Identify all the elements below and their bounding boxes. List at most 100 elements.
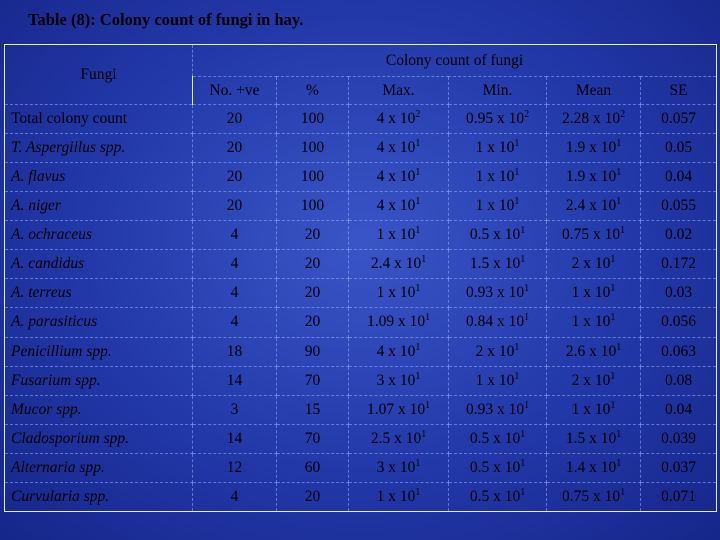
max-cell-exponent: 1	[415, 138, 421, 150]
min-cell: 1 x 101	[448, 133, 547, 164]
max-cell-mantissa: 4 x 10	[376, 139, 416, 157]
min-cell: 0.93 x 101	[448, 394, 547, 425]
min-cell-exponent: 1	[520, 254, 526, 266]
positive-count-cell: 14	[192, 423, 277, 454]
min-cell-mantissa: 0.84 x 10	[465, 313, 525, 331]
min-cell-mantissa: 1.5 x 10	[469, 255, 521, 273]
max-cell: 1.09 x 101	[348, 307, 449, 338]
positive-count-cell: 4	[192, 481, 277, 513]
max-cell-mantissa: 2.5 x 10	[370, 429, 422, 447]
fungus-name-cell: A. niger	[4, 191, 193, 222]
max-cell-exponent: 1	[415, 225, 421, 237]
min-cell-mantissa: 0.5 x 10	[469, 429, 521, 447]
min-cell: 0.84 x 101	[448, 307, 547, 338]
mean-cell-exponent: 1	[616, 167, 622, 179]
se-cell: 0.08	[639, 365, 718, 396]
mean-cell-exponent: 1	[610, 283, 616, 295]
positive-count-cell: 18	[192, 336, 277, 367]
table-row: Mucor spp. 3 15 1.07 x 101 0.93 x 101 1 x 101…	[4, 394, 718, 425]
percent-cell: 60	[276, 452, 349, 483]
fungus-name-cell: A. flavus	[4, 162, 193, 193]
mean-cell: 2 x 101	[546, 249, 641, 280]
min-cell: 1 x 101	[448, 191, 547, 222]
mean-cell-exponent: 1	[610, 254, 616, 266]
mean-cell-mantissa: 2.6 x 10	[565, 342, 617, 360]
mean-cell-mantissa: 1.9 x 10	[565, 139, 617, 157]
column-header-no-positive: No. +ve	[192, 76, 277, 105]
percent-cell: 20	[276, 307, 349, 338]
mean-cell: 1.5 x 101	[546, 423, 641, 454]
positive-count-cell: 4	[192, 220, 277, 251]
positive-count-cell: 14	[192, 365, 277, 396]
fungus-name-cell: A. parasiticus	[4, 307, 193, 338]
colony-count-table: Fungi Colony count of fungi No. +ve % Ma…	[4, 44, 718, 513]
mean-cell-exponent: 2	[620, 109, 626, 121]
min-cell: 1.5 x 101	[448, 249, 547, 280]
mean-cell: 2.28 x 102	[546, 103, 641, 135]
se-cell: 0.071	[639, 481, 718, 513]
max-cell: 1 x 101	[348, 278, 449, 309]
max-cell-exponent: 1	[425, 399, 431, 411]
min-cell-mantissa: 0.5 x 10	[469, 458, 521, 476]
mean-cell-mantissa: 1 x 10	[571, 313, 611, 331]
mean-cell-exponent: 1	[616, 196, 622, 208]
min-cell-exponent: 1	[514, 167, 520, 179]
table-row: A. flavus 20 100 4 x 101 1 x 101 1.9 x 101 0.0…	[4, 162, 718, 193]
table-row: A. candidus 4 20 2.4 x 101 1.5 x 101 2 x 101 0…	[4, 249, 718, 280]
se-cell: 0.057	[639, 103, 718, 135]
min-cell-exponent: 1	[520, 225, 526, 237]
percent-cell: 70	[276, 423, 349, 454]
column-header-mean: Mean	[546, 76, 641, 105]
min-cell: 1 x 101	[448, 365, 547, 396]
mean-cell-exponent: 1	[620, 225, 626, 237]
min-cell: 0.95 x 102	[448, 103, 547, 135]
min-cell: 0.5 x 101	[448, 481, 547, 513]
column-header-max: Max.	[348, 76, 449, 105]
positive-count-cell: 4	[192, 249, 277, 280]
mean-cell-mantissa: 1.9 x 10	[565, 168, 617, 186]
min-cell-exponent: 1	[514, 196, 520, 208]
positive-count-cell: 20	[192, 162, 277, 193]
mean-cell-exponent: 1	[610, 370, 616, 382]
min-cell: 2 x 101	[448, 336, 547, 367]
percent-cell: 20	[276, 278, 349, 309]
mean-cell: 1.9 x 101	[546, 162, 641, 193]
mean-cell: 1.9 x 101	[546, 133, 641, 164]
percent-cell: 100	[276, 191, 349, 222]
fungus-name-cell: Alternaria spp.	[4, 452, 193, 483]
mean-cell-exponent: 1	[616, 428, 622, 440]
max-cell: 1 x 101	[348, 220, 449, 251]
max-cell-mantissa: 4 x 10	[376, 197, 416, 215]
mean-cell-mantissa: 2.28 x 10	[561, 110, 621, 128]
fungus-name-cell: Mucor spp.	[4, 394, 193, 425]
min-cell-mantissa: 1 x 10	[475, 371, 515, 389]
percent-cell: 20	[276, 249, 349, 280]
table-row: A. parasiticus 4 20 1.09 x 101 0.84 x 101 1 x…	[4, 307, 718, 338]
min-cell-exponent: 1	[524, 399, 530, 411]
min-cell-mantissa: 1 x 10	[475, 197, 515, 215]
max-cell-mantissa: 1.09 x 10	[366, 313, 426, 331]
se-cell: 0.02	[639, 220, 718, 251]
fungus-name-cell: Penicillium spp.	[4, 336, 193, 367]
min-cell: 0.5 x 101	[448, 220, 547, 251]
fungus-name-cell: A. terreus	[4, 278, 193, 309]
column-header-se: SE	[639, 76, 718, 105]
mean-cell-exponent: 1	[620, 486, 626, 498]
percent-cell: 90	[276, 336, 349, 367]
max-cell-exponent: 1	[415, 283, 421, 295]
positive-count-cell: 20	[192, 103, 277, 135]
se-cell: 0.055	[639, 191, 718, 222]
mean-cell-exponent: 1	[616, 138, 622, 150]
se-cell: 0.039	[639, 423, 718, 454]
max-cell-exponent: 1	[415, 341, 421, 353]
mean-cell-exponent: 1	[616, 457, 622, 469]
table-row: Curvularia spp. 4 20 1 x 101 0.5 x 101 0.75 x…	[4, 481, 718, 513]
se-cell: 0.056	[639, 307, 718, 338]
max-cell: 4 x 101	[348, 191, 449, 222]
fungus-name-cell: Fusarium spp.	[4, 365, 193, 396]
percent-cell: 70	[276, 365, 349, 396]
max-cell-exponent: 1	[415, 370, 421, 382]
se-cell: 0.03	[639, 278, 718, 309]
max-cell: 2.4 x 101	[348, 249, 449, 280]
mean-cell: 2.6 x 101	[546, 336, 641, 367]
